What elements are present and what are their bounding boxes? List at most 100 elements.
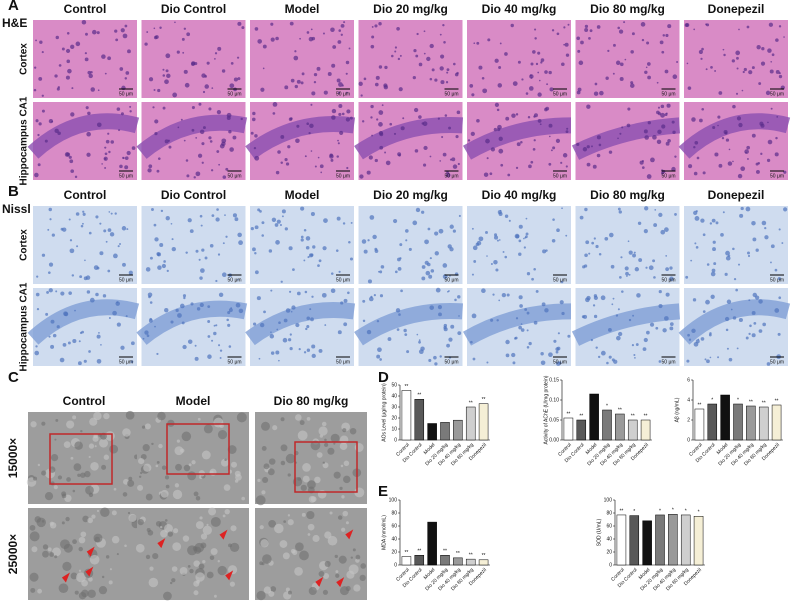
cell [534,28,537,31]
cell [608,232,614,238]
texture [274,523,284,534]
cell [142,337,145,340]
cell [260,87,265,92]
cell [565,130,569,134]
cell [68,291,72,295]
texture [210,516,221,527]
cell [391,54,394,58]
image-background [575,20,680,98]
texture [31,546,38,553]
texture [182,535,190,542]
cell [308,253,313,258]
cell [75,212,80,216]
cell [202,126,206,130]
cell [162,106,166,110]
cell [84,259,86,262]
cell [748,332,751,336]
cell [447,290,449,293]
texture [66,420,75,429]
cell [656,139,662,145]
cell [439,66,444,71]
cell [199,276,203,280]
significance-mark: * [633,509,635,515]
cell [593,294,598,298]
cell [371,35,375,39]
cell [523,237,525,240]
cell [120,112,124,116]
y-tick-label: 0 [609,562,612,568]
cell [698,49,703,55]
cell [576,90,581,95]
cell [738,263,741,266]
texture [155,464,159,468]
cell [50,319,55,324]
cell [61,47,65,51]
cell [372,234,377,240]
cell [275,350,280,355]
y-tick-label: 100 [389,497,398,503]
cell [510,23,514,28]
cell [752,237,757,242]
cell [688,338,692,341]
cell [108,317,111,320]
micrograph: 50 μm [354,102,464,180]
cell [408,247,412,251]
texture [327,447,335,455]
cell [475,242,480,247]
cell [379,294,384,298]
bar [478,559,489,566]
cell [336,78,341,83]
cell [359,174,364,179]
cell [282,337,288,343]
cell [311,295,314,298]
texture [94,536,101,543]
cell [182,344,187,350]
cell [219,143,225,149]
cell [187,218,192,223]
cell [89,297,95,303]
cell [228,308,233,312]
cell [82,222,84,225]
cell [189,229,194,234]
cell [626,123,631,128]
texture [283,520,286,523]
texture [157,411,166,421]
cell [99,222,102,225]
cell [715,221,719,225]
cell [281,215,284,218]
cell [600,350,606,356]
texture [230,525,237,532]
bar [616,514,627,566]
cell [709,332,712,335]
cell [724,316,730,322]
texture [263,586,272,594]
cell [128,270,133,275]
cell [555,350,559,354]
cell [652,135,657,140]
cell [589,29,593,33]
texture [167,531,174,537]
cell [669,322,674,326]
cell [48,288,53,293]
cell [608,355,612,359]
cell [457,331,462,336]
cell [225,167,229,171]
cell [498,299,501,302]
cell [174,21,176,24]
cell [539,123,542,126]
texture [187,565,191,568]
cell [290,310,293,313]
cell [98,331,100,334]
cell [565,53,570,57]
cell [428,358,432,362]
cell [767,48,772,53]
cell [478,65,483,70]
texture [302,463,311,472]
cell [778,25,782,28]
cell [443,327,448,332]
texture [210,548,218,556]
significance-mark: ** [762,400,766,406]
cell [166,269,169,272]
texture [176,439,181,443]
cell [88,350,91,353]
